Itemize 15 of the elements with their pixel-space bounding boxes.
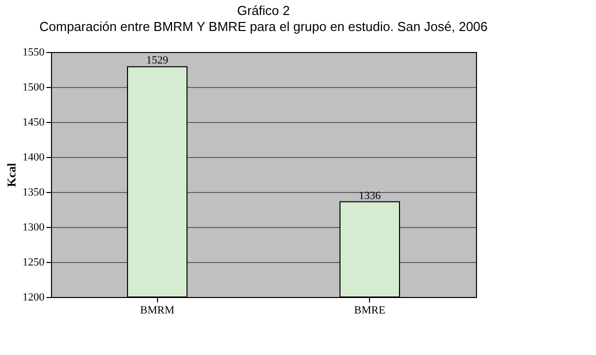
- y-tick-label: 1200: [22, 292, 45, 304]
- y-tick-label: 1300: [22, 222, 45, 234]
- y-tick-label: 1550: [22, 46, 45, 58]
- y-tick-label: 1450: [22, 116, 45, 128]
- chart-subtitle: Comparación entre BMRM Y BMRE para el grupo en estudio. San José, 2006: [39, 19, 488, 34]
- y-tick-label: 1350: [22, 186, 45, 198]
- y-tick-label: 1400: [22, 152, 45, 164]
- data-label: 1336: [358, 190, 382, 202]
- x-tick-label: BMRM: [140, 304, 175, 316]
- data-label: 1529: [146, 54, 169, 67]
- y-tick-label: 1250: [22, 256, 45, 268]
- y-tick-label: 1500: [22, 82, 45, 94]
- y-axis-title: Kcal: [4, 162, 18, 187]
- chart-title: Gráfico 2: [237, 3, 290, 18]
- x-tick-label: BMRE: [354, 304, 386, 316]
